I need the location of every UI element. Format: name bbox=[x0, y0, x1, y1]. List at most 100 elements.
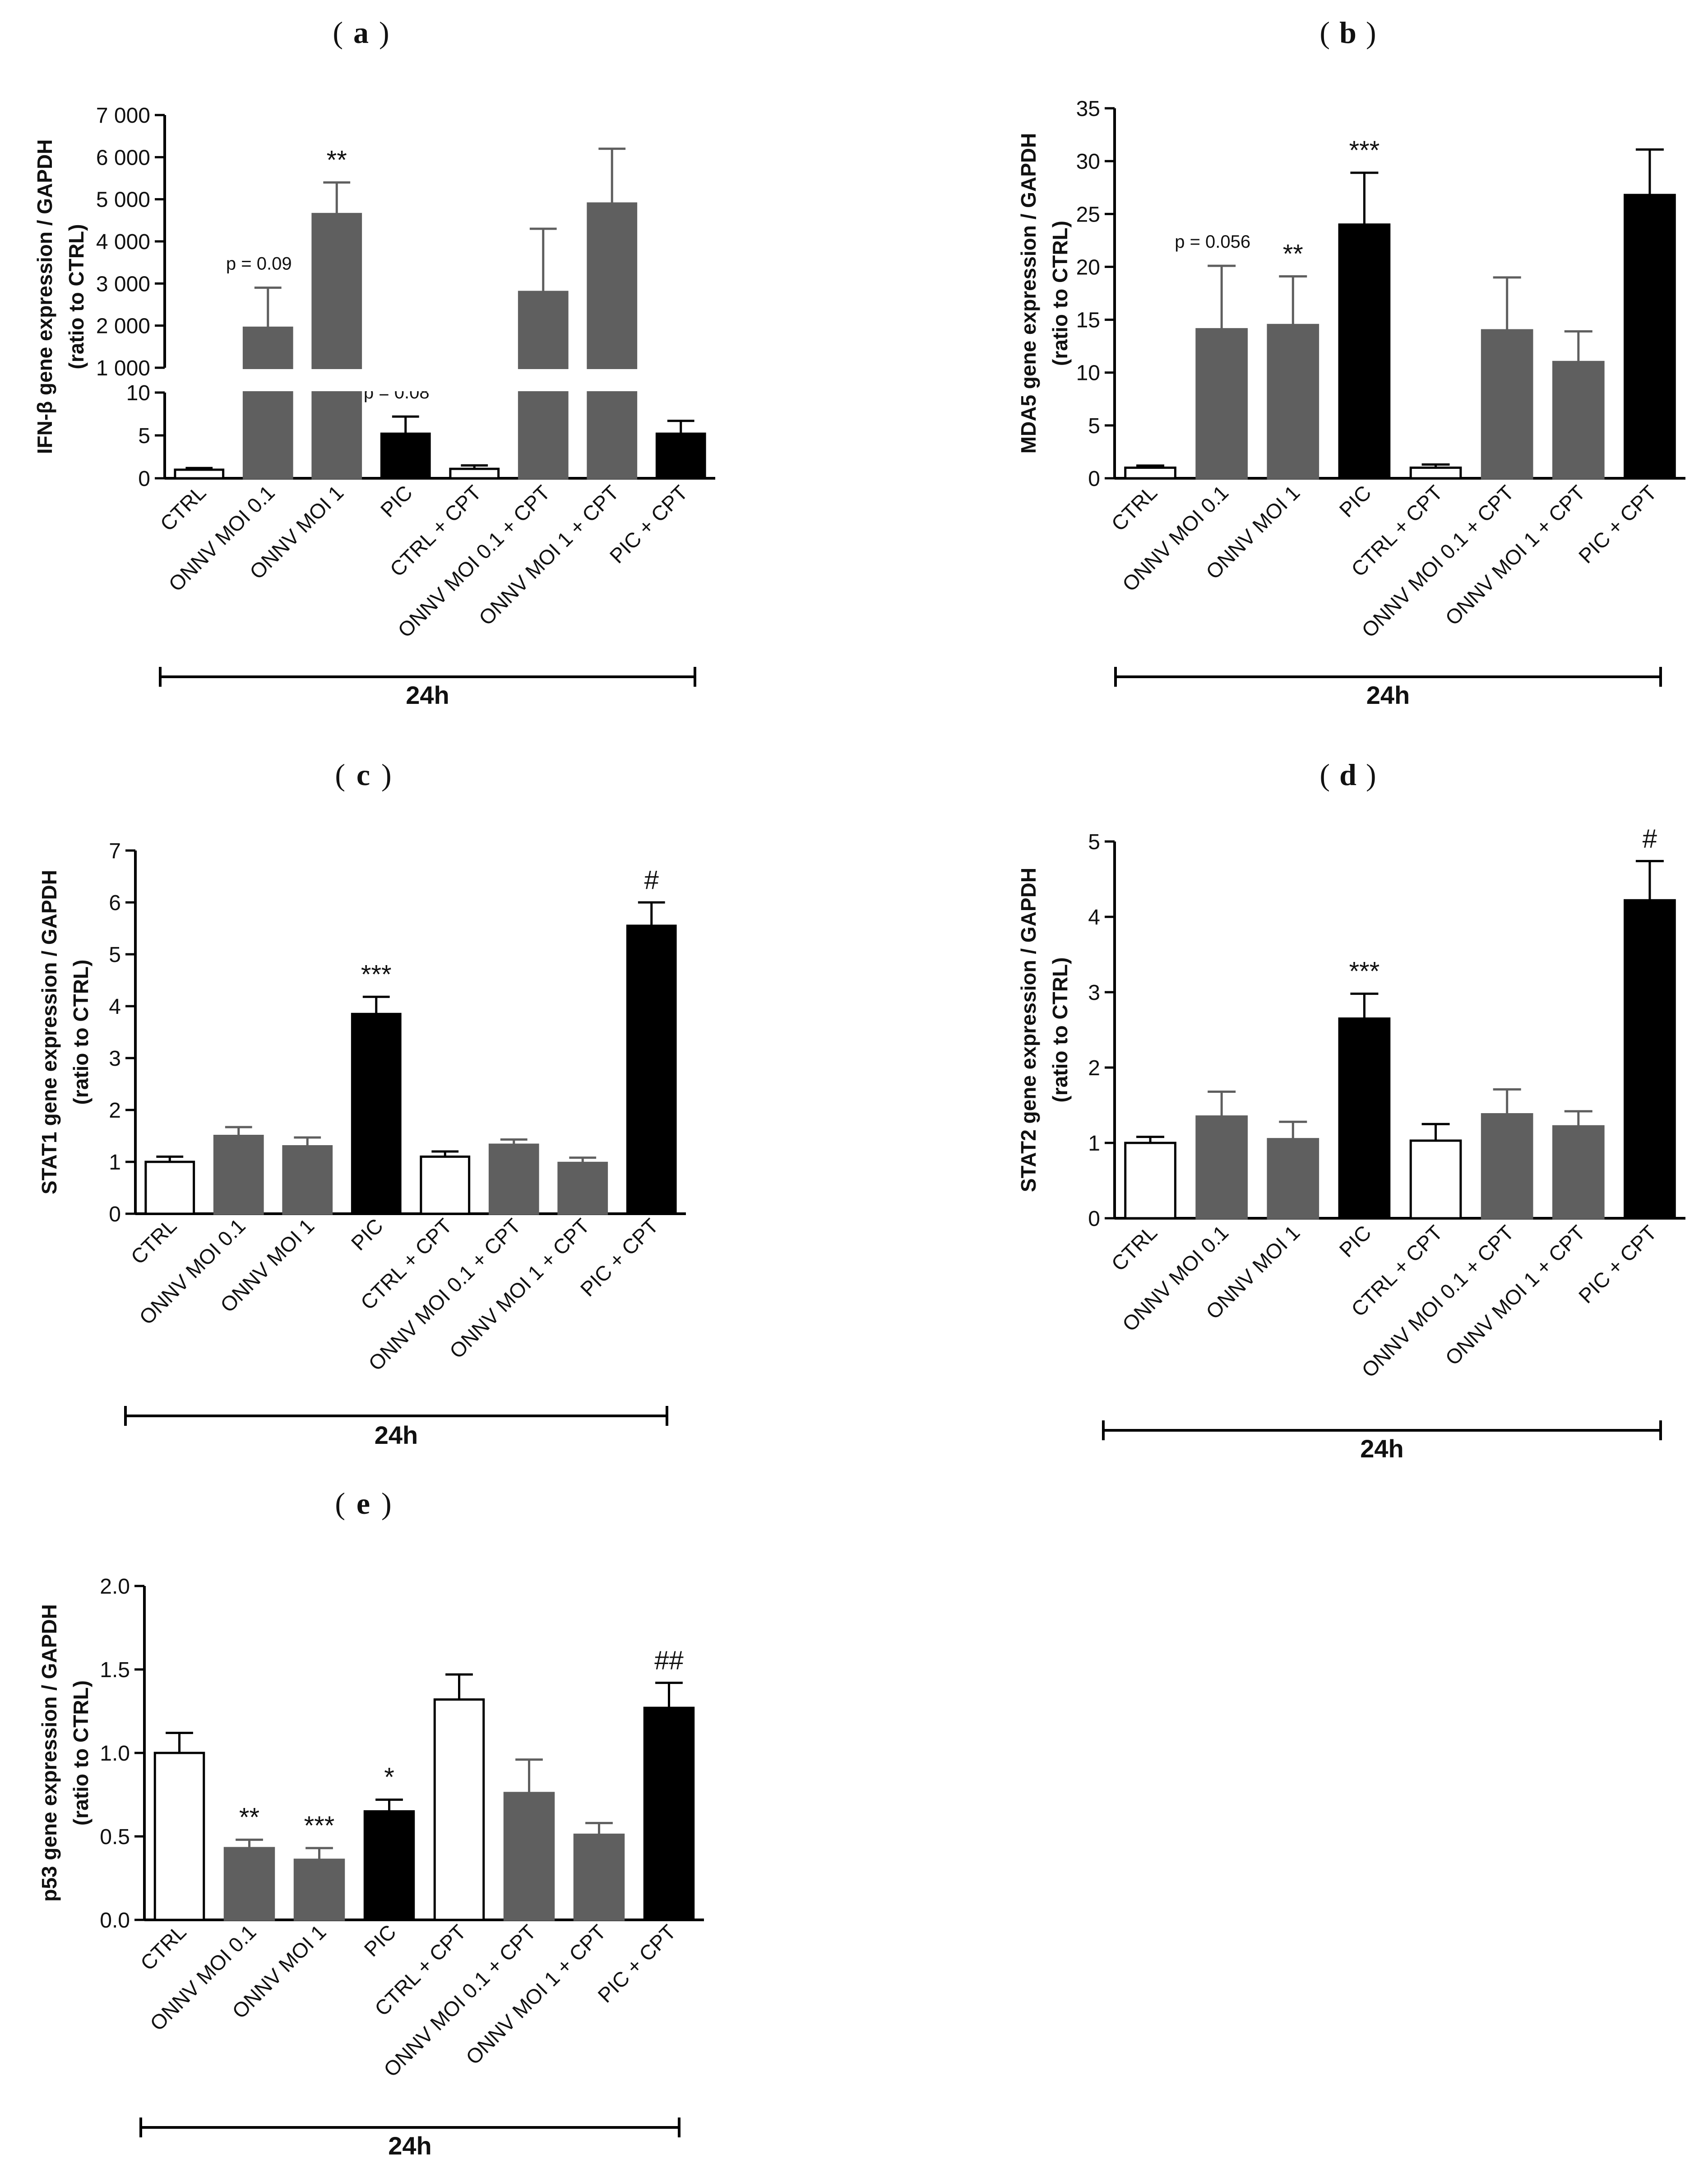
chart-panel-b: 0 5 10 15 20 25 30 35 MDA5 gene expression / GAP… bbox=[1017, 97, 1685, 709]
significance-annotation: *** bbox=[1349, 136, 1380, 165]
bar-onnv-moi-1-cpt bbox=[557, 1161, 608, 1215]
y-tick-label: 2.0 bbox=[100, 1575, 130, 1599]
y-tick-label: 0 bbox=[1088, 467, 1100, 491]
svg-text:): ) bbox=[1366, 15, 1376, 50]
significance-annotation: ## bbox=[654, 1646, 684, 1675]
x-tick-label: ONNV MOI 1 + CPT bbox=[474, 481, 623, 629]
x-tick-label: CTRL bbox=[126, 1214, 181, 1269]
significance-annotation: ** bbox=[327, 145, 347, 175]
significance-annotation: ** bbox=[1283, 240, 1303, 269]
panel-e-letter: ( e ) bbox=[335, 1486, 391, 1521]
x-tick-label: PIC bbox=[347, 1214, 388, 1255]
x-tick-label: CTRL bbox=[1106, 481, 1162, 536]
y-axis-label-units: (ratio to CTRL) bbox=[1048, 221, 1072, 366]
svg-text:(: ( bbox=[333, 15, 343, 50]
bar-pic bbox=[363, 1810, 415, 1921]
y-tick-label: 5 bbox=[1088, 414, 1100, 438]
axis-break-gap bbox=[166, 369, 717, 391]
y-tick-label: 35 bbox=[1076, 97, 1100, 121]
y-tick-label: 15 bbox=[1076, 309, 1100, 333]
bar-ctrl-cpt bbox=[420, 1156, 471, 1215]
y-axis-label-units: (ratio to CTRL) bbox=[69, 960, 93, 1105]
significance-annotation: *** bbox=[1349, 957, 1380, 986]
bar-onnv-moi-1 bbox=[1267, 324, 1319, 480]
bar-ctrl-cpt bbox=[1409, 467, 1462, 480]
timepoint-label: 24h bbox=[375, 1421, 418, 1449]
x-tick-label: CTRL bbox=[1106, 1221, 1162, 1276]
panel-d-letter-text: d bbox=[1339, 758, 1356, 792]
y-tick-label: 3 bbox=[109, 1047, 121, 1071]
x-tick-label: ONNV MOI 1 + CPT bbox=[445, 1214, 594, 1363]
x-tick-label: PIC + CPT bbox=[1574, 481, 1661, 568]
panel-c-letter-text: c bbox=[356, 758, 370, 792]
timepoint-label: 24h bbox=[406, 681, 449, 709]
y-tick-label: 2 bbox=[109, 1099, 121, 1123]
bar-pic bbox=[380, 432, 431, 480]
svg-text:): ) bbox=[381, 1486, 392, 1521]
y-tick-label: 5 000 bbox=[96, 188, 150, 212]
y-tick-label: 0 bbox=[1088, 1207, 1100, 1231]
significance-annotation: *** bbox=[361, 960, 392, 989]
y-tick-label: 0.0 bbox=[100, 1909, 130, 1933]
bar-onnv-moi-1-cpt bbox=[1552, 1125, 1605, 1220]
significance-annotation: * bbox=[384, 1763, 394, 1792]
bar-onnv-moi-1 bbox=[293, 1859, 345, 1921]
bar-onnv-moi-0-1 bbox=[213, 1135, 264, 1215]
y-tick-label: 4 000 bbox=[96, 230, 150, 254]
chart-panel-a: 0 5 101 000 2 000 3 000 4 000 5 000 6 000 7 000 I… bbox=[33, 104, 717, 709]
bar-onnv-moi-0-1 bbox=[1195, 328, 1248, 480]
bar-onnv-moi-0-1-cpt bbox=[488, 1143, 539, 1215]
bar-pic bbox=[1338, 223, 1391, 480]
svg-text:(: ( bbox=[1319, 758, 1330, 792]
y-axis-label: STAT2 gene expression / GAPDH bbox=[1017, 868, 1040, 1192]
y-tick-label: 4 bbox=[1088, 906, 1100, 929]
x-tick-label: PIC bbox=[1335, 1221, 1376, 1262]
y-tick-label: 0 bbox=[109, 1202, 121, 1226]
panel-e-letter-text: e bbox=[356, 1486, 370, 1521]
y-tick-label: 0 bbox=[138, 467, 150, 491]
y-tick-label: 5 bbox=[1088, 830, 1100, 854]
bar-ctrl-cpt bbox=[1409, 1139, 1462, 1220]
timepoint-label: 24h bbox=[1360, 1434, 1404, 1463]
y-tick-label: 7 bbox=[109, 839, 121, 863]
y-tick-label: 6 bbox=[109, 891, 121, 915]
y-tick-label: 3 000 bbox=[96, 272, 150, 296]
y-tick-label: 2 bbox=[1088, 1056, 1100, 1080]
bar-ctrl bbox=[174, 468, 225, 480]
bar-pic-cpt bbox=[1624, 194, 1676, 480]
x-tick-label: PIC bbox=[1335, 481, 1376, 522]
bar-onnv-moi-1-cpt bbox=[573, 1833, 625, 1921]
y-tick-label: 3 bbox=[1088, 981, 1100, 1005]
significance-annotation: *** bbox=[304, 1811, 335, 1840]
y-tick-label: 1 000 bbox=[96, 356, 150, 380]
y-axis-label: STAT1 gene expression / GAPDH bbox=[37, 870, 61, 1194]
chart-panel-d: 0 1 2 3 4 5 STAT2 gene expression / GAPDH (rati… bbox=[1017, 824, 1685, 1463]
y-tick-label: 25 bbox=[1076, 203, 1100, 227]
x-tick-label: PIC + CPT bbox=[1574, 1221, 1661, 1308]
significance-annotation: p = 0.056 bbox=[1175, 232, 1250, 252]
bar-ctrl bbox=[1124, 467, 1176, 480]
x-tick-label: ONNV MOI 1 + CPT bbox=[1440, 1221, 1589, 1369]
significance-annotation: p = 0.09 bbox=[226, 254, 292, 274]
y-tick-label: 1.0 bbox=[100, 1742, 130, 1766]
svg-text:): ) bbox=[381, 758, 392, 792]
x-tick-label: CTRL bbox=[156, 481, 211, 536]
svg-text:(: ( bbox=[1319, 15, 1330, 50]
bar-ctrl bbox=[153, 1752, 205, 1921]
panel-a-letter-text: a bbox=[353, 15, 369, 50]
chart-panel-e: 0.0 0.5 1.0 1.5 2.0 p53 gene expression / GAP… bbox=[37, 1575, 704, 2160]
timepoint-label: 24h bbox=[388, 2131, 432, 2160]
bar-onnv-moi-0-1-cpt bbox=[1481, 329, 1533, 480]
svg-text:): ) bbox=[1366, 758, 1376, 792]
y-tick-label: 5 bbox=[138, 424, 150, 448]
bar-onnv-moi-1-cpt bbox=[587, 202, 638, 480]
y-axis-label-units: (ratio to CTRL) bbox=[69, 1680, 93, 1826]
bar-onnv-moi-1-cpt bbox=[1552, 361, 1605, 480]
bar-onnv-moi-0-1-cpt bbox=[503, 1792, 555, 1921]
y-tick-label: 4 bbox=[109, 995, 121, 1019]
svg-text:(: ( bbox=[335, 758, 345, 792]
bar-pic-cpt bbox=[626, 925, 677, 1215]
x-tick-label: PIC bbox=[360, 1920, 401, 1961]
bar-onnv-moi-1 bbox=[1267, 1138, 1319, 1220]
